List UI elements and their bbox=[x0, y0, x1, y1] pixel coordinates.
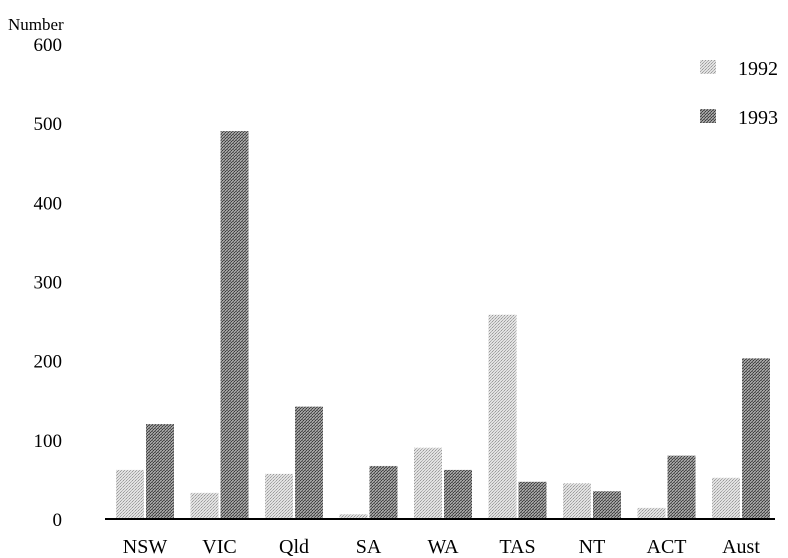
bar-qld-1992 bbox=[265, 473, 293, 519]
y-axis-label: Number bbox=[8, 15, 64, 34]
bar-qld-1993 bbox=[295, 406, 323, 519]
bar-tas-1993 bbox=[518, 481, 547, 519]
legend-label-1992: 1992 bbox=[738, 58, 778, 80]
bar-nt-1993 bbox=[593, 491, 621, 519]
y-tick-label-0: 0 bbox=[53, 510, 63, 531]
bar-nt-1992 bbox=[563, 483, 591, 519]
legend: 1992 1993 bbox=[700, 58, 778, 129]
x-tick-label-wa: WA bbox=[427, 536, 459, 558]
x-tick-label-nt: NT bbox=[579, 536, 606, 558]
bar-sa-1992 bbox=[339, 514, 368, 519]
y-tick-label-500: 500 bbox=[34, 114, 63, 135]
y-tick-label-200: 200 bbox=[34, 352, 63, 373]
bar-tas-1992 bbox=[488, 314, 517, 519]
bar-act-1993 bbox=[667, 455, 696, 519]
legend-label-1993: 1993 bbox=[738, 107, 778, 129]
bar-aust-1992 bbox=[712, 477, 740, 519]
y-tick-label-300: 300 bbox=[34, 273, 63, 294]
legend-swatch-1993 bbox=[700, 109, 716, 123]
bar-wa-1992 bbox=[414, 447, 442, 519]
legend-swatch-1992 bbox=[700, 60, 716, 74]
y-tick-label-600: 600 bbox=[34, 35, 63, 56]
x-tick-label-aust: Aust bbox=[722, 536, 760, 558]
x-axis-labels: NSW VIC Qld SA WA TAS NT ACT Aust bbox=[123, 536, 761, 558]
y-tick-label-100: 100 bbox=[34, 431, 63, 452]
x-tick-label-act: ACT bbox=[647, 536, 687, 558]
bar-nsw-1992 bbox=[116, 469, 144, 519]
x-tick-label-tas: TAS bbox=[499, 536, 535, 558]
bar-aust-1993 bbox=[742, 358, 770, 519]
bar-vic-1993 bbox=[220, 131, 249, 520]
x-tick-label-qld: Qld bbox=[279, 536, 309, 558]
x-tick-label-vic: VIC bbox=[202, 536, 236, 558]
bar-wa-1993 bbox=[444, 469, 472, 519]
x-tick-label-nsw: NSW bbox=[123, 536, 168, 558]
y-axis-ticks: 0 100 200 300 400 500 600 bbox=[34, 35, 63, 531]
bar-act-1992 bbox=[637, 507, 666, 519]
x-tick-label-sa: SA bbox=[356, 536, 382, 558]
bar-nsw-1993 bbox=[146, 424, 174, 519]
bars-group bbox=[116, 131, 770, 520]
y-tick-label-400: 400 bbox=[34, 193, 63, 214]
bar-vic-1992 bbox=[190, 492, 219, 519]
bar-sa-1993 bbox=[369, 465, 398, 519]
